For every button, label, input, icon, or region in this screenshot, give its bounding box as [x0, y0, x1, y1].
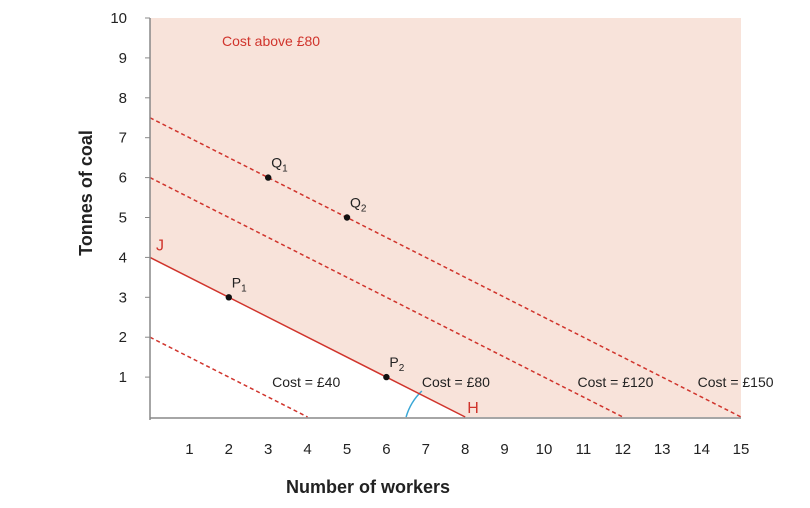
- x-tick-label: 10: [536, 441, 553, 458]
- axes: [149, 18, 741, 420]
- x-tick-label: 8: [461, 441, 469, 458]
- x-tick-label: 2: [225, 441, 233, 458]
- x-tick-label: 13: [654, 441, 671, 458]
- x-tick-label: 4: [303, 441, 311, 458]
- x-tick-label: 15: [733, 441, 750, 458]
- x-tick-label: 1: [185, 441, 193, 458]
- point-p1: [225, 294, 232, 301]
- y-tick-label: 1: [119, 369, 127, 386]
- y-tick-label: 10: [110, 10, 127, 27]
- cost-above-region: [150, 18, 741, 418]
- x-tick-labels: 1 2 3 4 5 6 7 8 9 10 11 12 13 14 15: [185, 441, 749, 458]
- y-tick-label: 6: [119, 170, 127, 187]
- isocost-line-2: [149, 256, 466, 418]
- y-tick-label: 8: [119, 90, 127, 107]
- x-tick-label: 9: [500, 441, 508, 458]
- cost-label-3: Cost = £120: [577, 374, 653, 390]
- cost-label-2: Cost = £80: [422, 374, 490, 390]
- point-p2: [383, 373, 390, 381]
- y-tick-label: 4: [119, 249, 127, 266]
- y-tick-label: 3: [119, 289, 127, 306]
- x-tick-label: 6: [382, 441, 390, 458]
- x-tick-label: 3: [264, 441, 272, 458]
- y-axis-title: Tonnes of coal: [76, 130, 96, 256]
- shaded-region: [150, 18, 741, 417]
- isocost-line-4: [149, 117, 742, 418]
- endpoint-label-h: H: [467, 400, 479, 417]
- y-tick-label: 7: [119, 130, 127, 147]
- x-tick-label: 11: [576, 441, 592, 458]
- endpoint-label-j: J: [156, 237, 164, 254]
- y-tick-label: 2: [119, 329, 127, 346]
- y-tick-labels: 1 2 3 4 5 6 7 8 9 10: [110, 10, 150, 386]
- isocost-line-3: [149, 176, 624, 418]
- isocost-line-1: [149, 336, 308, 418]
- x-tick-label: 12: [614, 441, 631, 458]
- point-q1: [265, 174, 272, 181]
- point-q2: [343, 214, 351, 221]
- cost-label-4: Cost = £150: [698, 374, 774, 390]
- x-tick-label: 5: [343, 441, 351, 458]
- angle-arc: [405, 390, 423, 418]
- annotations: Cost = £40 Cost = £80 Cost = £120 Cost = £1…: [156, 237, 774, 417]
- isocost-lines: [149, 117, 742, 418]
- cost-label-1: Cost = £40: [272, 374, 340, 390]
- x-axis-title: Number of workers: [286, 477, 450, 497]
- y-tick-label: 9: [119, 50, 127, 67]
- x-tick-label: 7: [422, 441, 430, 458]
- y-tick-label: 5: [119, 210, 127, 227]
- region-label: Cost above £80: [222, 33, 320, 49]
- x-tick-label: 14: [693, 441, 710, 458]
